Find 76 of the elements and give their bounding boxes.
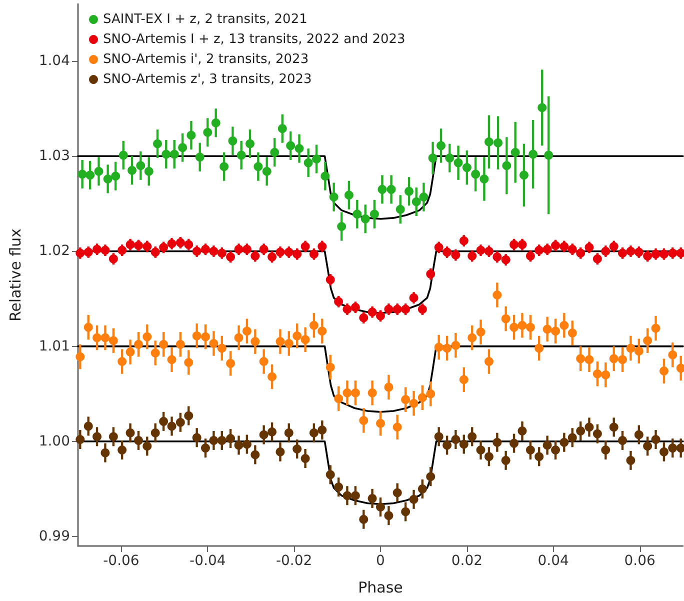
point (136, 161, 146, 170)
point (203, 128, 212, 137)
point (352, 210, 362, 219)
point (211, 118, 220, 128)
x-tick-label: -0.06 (103, 553, 140, 569)
point (436, 141, 446, 150)
point (378, 184, 387, 194)
point (111, 172, 120, 181)
point (428, 154, 438, 163)
point (162, 150, 171, 159)
x-tick-label: 0 (376, 553, 385, 569)
point (412, 197, 421, 206)
legend-label: SNO-Artemis z', 3 transits, 2023 (103, 72, 312, 87)
point (103, 174, 112, 184)
point (236, 150, 246, 160)
y-tick-label: 1.04 (38, 53, 70, 70)
point (370, 210, 379, 219)
point (445, 154, 454, 163)
point (278, 124, 287, 134)
point (254, 162, 263, 172)
point (494, 138, 503, 148)
point (519, 170, 528, 180)
point (228, 136, 238, 146)
point (396, 204, 405, 214)
point (220, 162, 229, 172)
y-tick-label: 1.01 (38, 338, 70, 354)
x-axis-title: Phase (358, 578, 403, 596)
point (304, 158, 313, 168)
x-tick-label: -0.04 (190, 553, 226, 569)
point (528, 150, 538, 159)
point (480, 174, 489, 184)
point (94, 166, 104, 176)
point (502, 161, 512, 170)
point (294, 144, 304, 154)
point (544, 150, 554, 160)
legend-label: SNO-Artemis i', 2 transits, 2023 (103, 52, 309, 67)
point (462, 163, 472, 172)
point (153, 139, 162, 148)
y-tick-label: 1.02 (38, 243, 70, 260)
point (386, 184, 396, 194)
point (471, 170, 480, 179)
point (118, 150, 128, 160)
x-tick-label: -0.02 (276, 553, 312, 569)
point (286, 141, 296, 150)
point (404, 186, 414, 196)
point (454, 158, 463, 168)
point (320, 172, 330, 181)
point (419, 192, 428, 202)
point (86, 170, 95, 180)
point (329, 192, 338, 202)
point (538, 103, 547, 112)
y-tick-label: 0.99 (38, 528, 70, 544)
point (246, 139, 254, 148)
point (78, 170, 87, 179)
point (337, 222, 346, 232)
x-tick-label: 0.02 (451, 553, 483, 569)
y-axis-title: Relative flux (6, 228, 24, 322)
point (312, 154, 322, 164)
x-tick-label: 0.04 (538, 553, 570, 569)
point (262, 166, 272, 176)
legend-label: SAINT-EX I + z, 2 transits, 2021 (103, 12, 308, 27)
point (128, 166, 137, 175)
x-tick-label: 0.06 (624, 553, 656, 569)
point (186, 130, 196, 140)
point (195, 152, 204, 162)
point (144, 166, 154, 176)
y-tick-label: 1.00 (38, 433, 70, 450)
point (360, 214, 370, 224)
point (178, 143, 188, 152)
point (270, 148, 280, 157)
y-tick-label: 1.03 (38, 148, 70, 164)
point (484, 137, 494, 146)
point (170, 150, 179, 159)
point (510, 148, 520, 157)
legend-label: SNO-Artemis I + z, 13 transits, 2022 and 2023 (103, 32, 406, 47)
point (344, 190, 354, 200)
